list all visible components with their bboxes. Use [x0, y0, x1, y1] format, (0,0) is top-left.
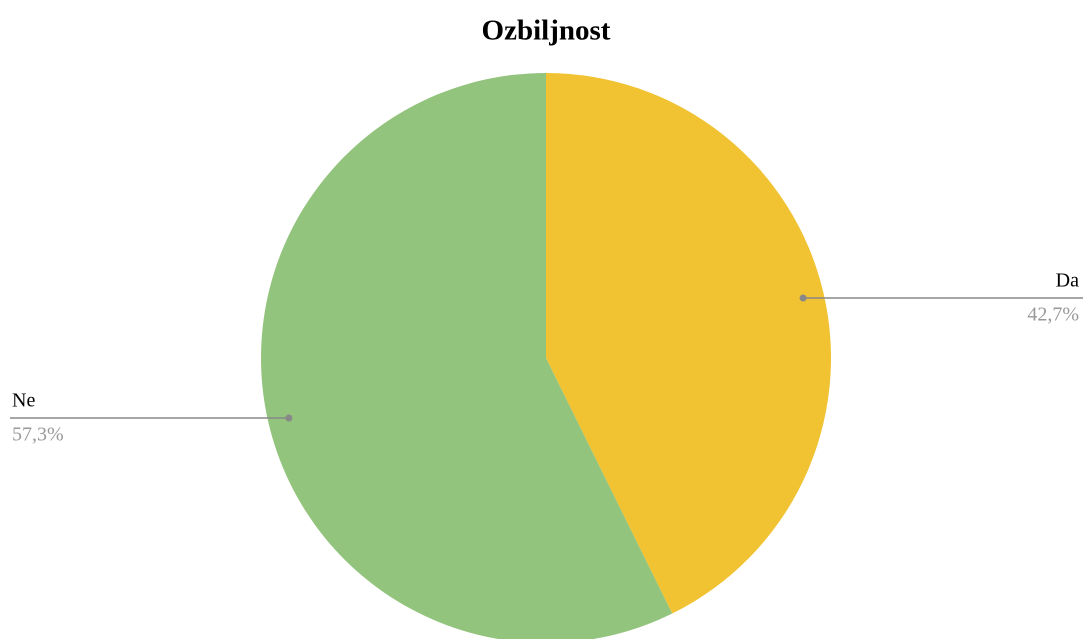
slice-value-label: 57,3%	[12, 424, 64, 446]
slice-value-label: 42,7%	[1027, 304, 1079, 326]
slice-label: Da	[1056, 270, 1079, 292]
pie-slice	[261, 73, 673, 639]
leader-dot	[799, 294, 807, 302]
leader-dot	[285, 414, 293, 422]
chart-title: Ozbiljnost	[482, 15, 611, 47]
slice-label: Ne	[12, 390, 35, 412]
pie-slice	[546, 73, 832, 614]
